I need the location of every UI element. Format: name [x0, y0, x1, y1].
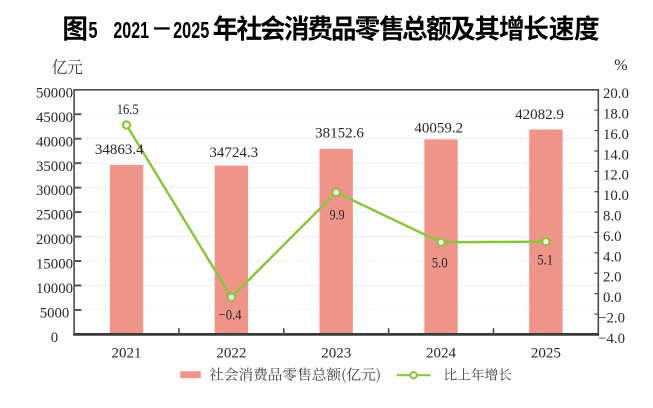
svg-text:16.0: 16.0 — [603, 127, 629, 143]
svg-text:20000: 20000 — [36, 232, 73, 248]
svg-text:−4.0: −4.0 — [598, 331, 625, 347]
svg-text:50000: 50000 — [36, 85, 73, 101]
svg-text:10.0: 10.0 — [603, 188, 629, 204]
svg-text:30000: 30000 — [36, 183, 73, 199]
svg-text:40059.2: 40059.2 — [414, 120, 463, 136]
svg-text:5.1: 5.1 — [537, 253, 553, 269]
svg-text:0: 0 — [51, 330, 58, 346]
svg-text:2024: 2024 — [426, 346, 457, 362]
svg-text:35000: 35000 — [36, 159, 73, 175]
svg-text:45000: 45000 — [36, 110, 73, 126]
svg-text:34724.3: 34724.3 — [209, 145, 258, 161]
svg-text:%: % — [614, 57, 627, 74]
svg-text:−2.0: −2.0 — [598, 310, 625, 326]
svg-text:9.9: 9.9 — [330, 208, 345, 224]
svg-text:16.5: 16.5 — [117, 102, 139, 118]
svg-text:2022: 2022 — [216, 346, 246, 362]
svg-text:2021: 2021 — [112, 346, 142, 362]
svg-text:2025: 2025 — [531, 346, 561, 362]
svg-text:6.0: 6.0 — [603, 229, 622, 245]
svg-text:2.0: 2.0 — [603, 270, 622, 286]
svg-text:14.0: 14.0 — [603, 147, 629, 163]
svg-text:−0.4: −0.4 — [219, 307, 242, 323]
svg-text:40000: 40000 — [36, 134, 73, 150]
svg-text:10000: 10000 — [36, 281, 73, 297]
svg-text:34863.4: 34863.4 — [95, 142, 144, 158]
svg-text:42082.9: 42082.9 — [515, 107, 564, 123]
svg-text:15000: 15000 — [36, 257, 73, 273]
svg-text:4.0: 4.0 — [603, 249, 622, 265]
svg-text:2025: 2025 — [173, 17, 209, 43]
svg-text:2023: 2023 — [321, 346, 351, 362]
svg-text:12.0: 12.0 — [603, 168, 629, 184]
svg-text:5: 5 — [88, 17, 97, 43]
svg-text:8.0: 8.0 — [603, 209, 622, 225]
svg-text:18.0: 18.0 — [603, 107, 629, 123]
svg-text:38152.6: 38152.6 — [315, 125, 364, 141]
svg-text:5000: 5000 — [40, 306, 70, 322]
svg-text:5.0: 5.0 — [432, 255, 448, 271]
svg-text:25000: 25000 — [36, 208, 73, 224]
svg-text:2021: 2021 — [113, 17, 149, 43]
svg-text:0.0: 0.0 — [603, 290, 622, 306]
svg-text:20.0: 20.0 — [603, 86, 629, 102]
